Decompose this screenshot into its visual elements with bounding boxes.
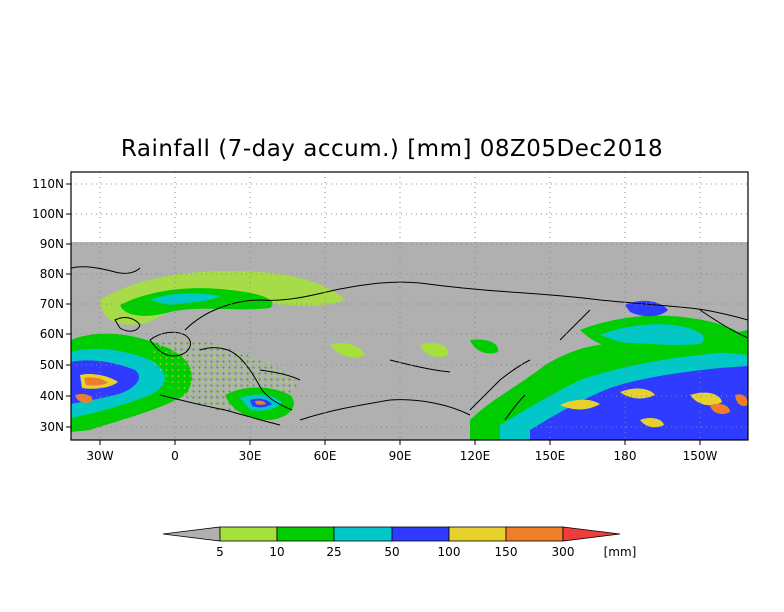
colorbar-label: 10 [269,545,284,559]
latitude-labels: 110N 100N 90N 80N 70N 60N 50N 40N 30N [32,177,64,434]
lat-label: 30N [40,420,64,434]
lon-label: 0 [171,449,179,463]
lat-label: 100N [32,207,64,221]
rainfall-field [71,270,748,440]
tick-marks [66,183,701,445]
map-title: Rainfall (7-day accum.) [mm] 08Z05Dec201… [120,136,664,162]
colorbar: 5 10 25 50 100 150 300 [mm] [162,526,637,559]
colorbar-segment [391,526,450,542]
colorbar-segment-above [562,526,621,542]
lat-label: 60N [40,327,64,341]
lat-label: 40N [40,389,64,403]
colorbar-segment [219,526,278,542]
lon-label: 150E [535,449,566,463]
colorbar-segment [505,526,564,542]
colorbar-label: 100 [438,545,461,559]
map-layers [71,172,748,440]
colorbar-label: 150 [495,545,518,559]
colorbar-label: 25 [326,545,341,559]
lat-label: 50N [40,358,64,372]
lon-label: 60E [314,449,337,463]
lon-label: 30W [86,449,113,463]
lon-label: 30E [239,449,262,463]
lon-label: 150W [683,449,718,463]
colorbar-segment [448,526,507,542]
lat-label: 110N [32,177,64,191]
colorbar-segment [333,526,393,542]
colorbar-label: 50 [384,545,399,559]
lon-label: 180 [614,449,637,463]
colorbar-segment-below [162,526,221,542]
colorbar-units: [mm] [604,545,637,559]
longitude-labels: 30W 0 30E 60E 90E 120E 150E 180 150W [86,449,717,463]
colorbar-label: 5 [216,545,224,559]
plot-frame [70,171,749,441]
lat-label: 90N [40,237,64,251]
lat-label: 80N [40,267,64,281]
lat-label: 70N [40,297,64,311]
colorbar-segment [276,526,335,542]
lon-label: 90E [389,449,412,463]
colorbar-label: 300 [552,545,575,559]
lon-label: 120E [460,449,491,463]
